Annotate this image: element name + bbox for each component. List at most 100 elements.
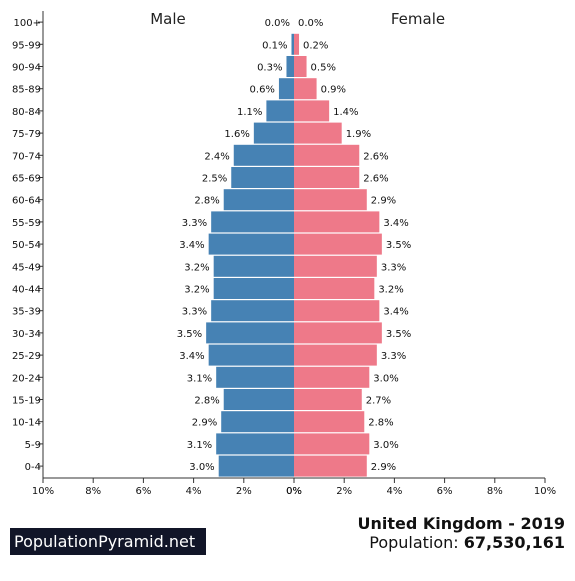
- male-bar: [206, 322, 294, 344]
- age-group-label: 35-39: [12, 307, 41, 318]
- female-value-label: 3.0%: [373, 440, 398, 451]
- female-side-label: Female: [391, 10, 445, 28]
- female-value-label: 1.4%: [333, 107, 358, 118]
- age-group-label: 90-94: [12, 63, 41, 74]
- age-group-label: 15-19: [12, 396, 41, 407]
- male-bar: [286, 56, 294, 77]
- female-bar: [294, 233, 382, 255]
- female-bar: [294, 33, 300, 55]
- age-group-label: 10-14: [12, 418, 41, 429]
- x-tick-label: 4%: [186, 486, 202, 497]
- female-bar: [294, 100, 330, 122]
- female-value-label: 1.9%: [346, 129, 371, 140]
- male-value-label: 3.1%: [187, 373, 212, 384]
- female-bar: [294, 300, 380, 322]
- male-value-label: 3.2%: [184, 262, 209, 273]
- age-group-label: 0-4: [25, 462, 41, 473]
- female-bar: [294, 189, 367, 211]
- x-tick-label: 4%: [386, 486, 402, 497]
- female-bar: [294, 389, 362, 410]
- male-bar: [216, 366, 294, 388]
- female-value-label: 0.0%: [298, 18, 323, 29]
- female-bar: [294, 122, 342, 144]
- age-group-label: 60-64: [12, 196, 41, 207]
- male-bar: [233, 144, 294, 166]
- male-bar: [291, 33, 294, 55]
- female-value-label: 2.8%: [368, 418, 393, 429]
- age-group-label: 70-74: [12, 151, 41, 162]
- male-bar: [221, 411, 294, 433]
- female-value-label: 3.4%: [383, 218, 408, 229]
- male-bar: [211, 211, 294, 233]
- country-year-title: United Kingdom - 2019: [357, 514, 565, 533]
- male-value-label: 3.3%: [182, 307, 207, 318]
- age-group-label: 50-54: [12, 240, 41, 251]
- male-value-label: 2.5%: [202, 174, 227, 185]
- female-bar: [294, 144, 360, 166]
- female-bar: [294, 344, 377, 366]
- female-bar: [294, 167, 360, 188]
- x-tick-label: 0%: [286, 486, 302, 497]
- male-bar: [213, 255, 294, 277]
- age-group-label: 95-99: [12, 40, 41, 51]
- female-value-label: 2.9%: [371, 196, 396, 207]
- male-bar: [231, 167, 294, 188]
- population-label: Population:: [369, 533, 459, 552]
- age-group-label: 45-49: [12, 262, 41, 273]
- male-value-label: 2.9%: [192, 418, 217, 429]
- x-tick-label: 8%: [487, 486, 503, 497]
- male-bar: [278, 78, 294, 100]
- male-value-label: 3.3%: [182, 218, 207, 229]
- female-value-label: 3.3%: [381, 351, 406, 362]
- male-bar: [211, 300, 294, 322]
- age-group-label: 55-59: [12, 218, 41, 229]
- x-tick-label: 2%: [336, 486, 352, 497]
- age-group-label: 40-44: [12, 285, 41, 296]
- female-value-label: 3.0%: [373, 373, 398, 384]
- female-value-label: 2.6%: [363, 151, 388, 162]
- female-value-label: 2.6%: [363, 174, 388, 185]
- male-value-label: 3.4%: [179, 351, 204, 362]
- male-value-label: 0.0%: [265, 18, 290, 29]
- female-value-label: 0.5%: [311, 63, 336, 74]
- male-bar: [223, 389, 294, 410]
- female-bar: [294, 322, 382, 344]
- population-pyramid-chart: Male Female 0.0% 0.0% 100+ 0.1% 0.2% 95-99 0.3…: [12, 10, 556, 497]
- male-value-label: 3.1%: [187, 440, 212, 451]
- population-line: Population: 67,530,161: [369, 533, 565, 552]
- male-value-label: 3.4%: [179, 240, 204, 251]
- age-group-label: 65-69: [12, 174, 41, 185]
- x-tick-label: 2%: [236, 486, 252, 497]
- male-bar: [216, 433, 294, 455]
- population-value: 67,530,161: [463, 533, 565, 552]
- male-bar: [253, 122, 294, 144]
- male-value-label: 1.6%: [224, 129, 249, 140]
- female-bar: [294, 455, 367, 477]
- age-group-label: 100+: [14, 18, 41, 29]
- male-value-label: 0.1%: [262, 40, 287, 51]
- x-tick-label: 10%: [534, 486, 556, 497]
- female-value-label: 3.5%: [386, 329, 411, 340]
- male-bar: [266, 100, 294, 122]
- female-bar: [294, 255, 377, 277]
- male-value-label: 3.0%: [189, 462, 214, 473]
- female-value-label: 2.9%: [371, 462, 396, 473]
- female-bar: [294, 411, 365, 433]
- age-group-label: 25-29: [12, 351, 41, 362]
- female-bar: [294, 433, 370, 455]
- brand-logo[interactable]: PopulationPyramid.net: [10, 528, 206, 555]
- female-value-label: 0.9%: [321, 85, 346, 96]
- age-group-label: 5-9: [25, 440, 41, 451]
- x-tick-label: 6%: [135, 486, 151, 497]
- male-side-label: Male: [150, 10, 186, 28]
- male-value-label: 2.8%: [194, 396, 219, 407]
- x-tick-label: 0%: [286, 486, 302, 497]
- male-value-label: 0.6%: [250, 85, 275, 96]
- male-value-label: 2.4%: [204, 151, 229, 162]
- male-value-label: 3.2%: [184, 285, 209, 296]
- male-value-label: 0.3%: [257, 63, 282, 74]
- female-bar: [294, 56, 307, 77]
- male-bar: [213, 278, 294, 299]
- male-bar: [223, 189, 294, 211]
- female-bar: [294, 278, 375, 299]
